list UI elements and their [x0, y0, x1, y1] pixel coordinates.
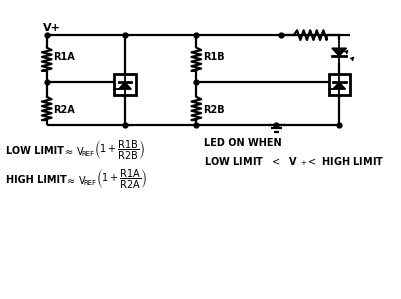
Text: $\approx\,\mathrm{V}$: $\approx\,\mathrm{V}$ [63, 145, 85, 157]
Text: LOW LIMIT: LOW LIMIT [6, 146, 64, 156]
Text: $\!\left(1+\dfrac{\mathrm{R1A}}{\mathrm{R2A}}\right)$: $\!\left(1+\dfrac{\mathrm{R1A}}{\mathrm{… [97, 168, 147, 191]
Text: $\!\left(1+\dfrac{\mathrm{R1B}}{\mathrm{R2B}}\right)$: $\!\left(1+\dfrac{\mathrm{R1B}}{\mathrm{… [95, 139, 145, 162]
Text: REF: REF [81, 151, 94, 157]
Text: +: + [300, 161, 306, 167]
Text: R1B: R1B [203, 52, 224, 62]
Polygon shape [332, 82, 345, 89]
Text: R1A: R1A [53, 52, 75, 62]
Text: $\approx\,\mathrm{V}$: $\approx\,\mathrm{V}$ [65, 174, 87, 186]
Text: $<$ HIGH LIMIT: $<$ HIGH LIMIT [306, 155, 384, 167]
Text: LOW LIMIT  $<$  V: LOW LIMIT $<$ V [204, 155, 297, 167]
Text: REF: REF [83, 180, 96, 186]
Polygon shape [118, 82, 131, 89]
Text: HIGH LIMIT: HIGH LIMIT [6, 175, 67, 185]
Text: R2A: R2A [53, 106, 75, 115]
Text: LED ON WHEN: LED ON WHEN [204, 138, 281, 148]
Bar [114, 74, 135, 95]
Polygon shape [331, 48, 346, 56]
Bar [328, 74, 349, 95]
Text: R2B: R2B [203, 106, 224, 115]
Text: V+: V+ [43, 23, 61, 33]
